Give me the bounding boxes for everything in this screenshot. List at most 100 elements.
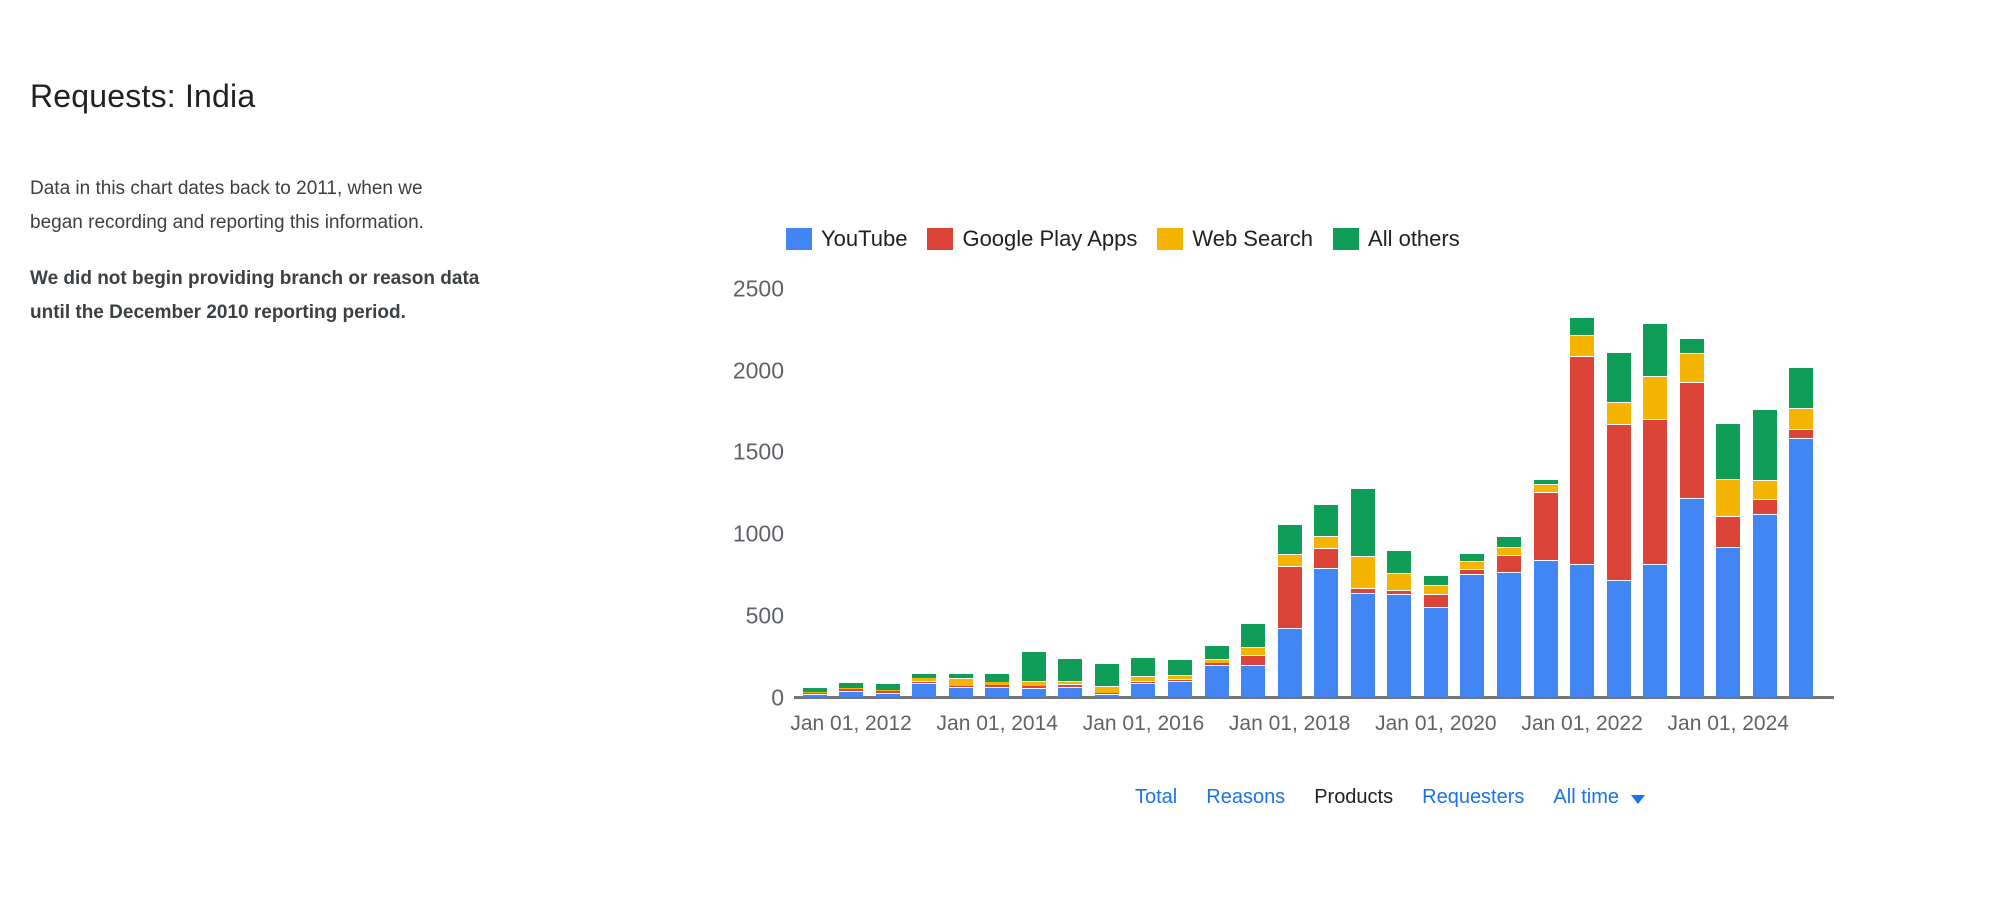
tab-reasons[interactable]: Reasons bbox=[1206, 786, 1286, 808]
bar-segment-web-search[interactable] bbox=[1460, 561, 1485, 569]
bar-segment-web-search[interactable] bbox=[1716, 478, 1741, 516]
tab-requesters[interactable]: Requesters bbox=[1422, 786, 1525, 808]
stacked-bar[interactable] bbox=[912, 673, 937, 698]
stacked-bar[interactable] bbox=[1277, 523, 1302, 698]
bar-segment-web-search[interactable] bbox=[1094, 686, 1119, 693]
bar-segment-all-others[interactable] bbox=[1094, 663, 1119, 687]
bar-segment-youtube[interactable] bbox=[1643, 563, 1668, 698]
bar-segment-youtube[interactable] bbox=[1387, 593, 1412, 698]
bar-segment-google-play-apps[interactable] bbox=[1168, 678, 1192, 682]
bar-segment-web-search[interactable] bbox=[948, 678, 973, 687]
bar-segment-youtube[interactable] bbox=[1496, 572, 1521, 698]
bar-segment-web-search[interactable] bbox=[1277, 554, 1302, 566]
bar-segment-all-others[interactable] bbox=[1204, 644, 1229, 659]
bar-segment-web-search[interactable] bbox=[1423, 585, 1448, 595]
stacked-bar[interactable] bbox=[1716, 423, 1741, 698]
bar-segment-google-play-apps[interactable] bbox=[1021, 686, 1046, 689]
bar-segment-youtube[interactable] bbox=[1533, 560, 1558, 698]
stacked-bar[interactable] bbox=[1606, 351, 1631, 698]
stacked-bar[interactable] bbox=[1387, 549, 1412, 698]
tab-total[interactable]: Total bbox=[1135, 786, 1178, 808]
bar-segment-google-play-apps[interactable] bbox=[875, 691, 900, 693]
bar-segment-web-search[interactable] bbox=[1496, 547, 1521, 556]
bar-segment-all-others[interactable] bbox=[1423, 575, 1448, 586]
bar-segment-youtube[interactable] bbox=[1314, 567, 1339, 698]
bar-segment-youtube[interactable] bbox=[875, 692, 900, 698]
stacked-bar[interactable] bbox=[948, 672, 973, 698]
bar-segment-youtube[interactable] bbox=[1058, 687, 1083, 698]
bar-segment-google-play-apps[interactable] bbox=[1789, 429, 1814, 439]
stacked-bar[interactable] bbox=[1423, 575, 1448, 698]
bar-segment-youtube[interactable] bbox=[1570, 563, 1595, 698]
stacked-bar[interactable] bbox=[1350, 487, 1375, 698]
bar-segment-google-play-apps[interactable] bbox=[1094, 692, 1119, 695]
stacked-bar[interactable] bbox=[1314, 503, 1339, 698]
bar-segment-google-play-apps[interactable] bbox=[1241, 654, 1266, 665]
bar-segment-youtube[interactable] bbox=[839, 690, 864, 698]
bar-segment-all-others[interactable] bbox=[1789, 366, 1814, 409]
bar-segment-youtube[interactable] bbox=[1241, 664, 1266, 698]
bar-segment-web-search[interactable] bbox=[1058, 680, 1083, 684]
bar-segment-google-play-apps[interactable] bbox=[1606, 424, 1631, 580]
bar-segment-web-search[interactable] bbox=[875, 689, 900, 692]
bar-segment-web-search[interactable] bbox=[1314, 535, 1339, 548]
bar-segment-all-others[interactable] bbox=[1679, 337, 1704, 353]
bar-segment-youtube[interactable] bbox=[1460, 573, 1485, 698]
bar-segment-web-search[interactable] bbox=[1533, 484, 1558, 493]
stacked-bar[interactable] bbox=[1168, 658, 1192, 698]
time-range-dropdown[interactable]: All time bbox=[1553, 786, 1645, 809]
bar-segment-google-play-apps[interactable] bbox=[1423, 594, 1448, 607]
bar-segment-youtube[interactable] bbox=[1606, 579, 1631, 698]
bar-segment-web-search[interactable] bbox=[1168, 675, 1192, 679]
bar-segment-google-play-apps[interactable] bbox=[1643, 419, 1668, 564]
bar-segment-google-play-apps[interactable] bbox=[1460, 568, 1485, 574]
stacked-bar[interactable] bbox=[1094, 663, 1119, 698]
bar-segment-youtube[interactable] bbox=[1277, 627, 1302, 698]
bar-segment-web-search[interactable] bbox=[839, 688, 864, 690]
stacked-bar[interactable] bbox=[1789, 366, 1814, 698]
bar-segment-youtube[interactable] bbox=[1131, 683, 1156, 698]
bar-segment-web-search[interactable] bbox=[1643, 376, 1668, 420]
bar-segment-all-others[interactable] bbox=[1752, 409, 1777, 481]
bar-segment-google-play-apps[interactable] bbox=[1350, 587, 1375, 593]
bar-segment-google-play-apps[interactable] bbox=[1277, 565, 1302, 628]
stacked-bar[interactable] bbox=[1241, 623, 1266, 698]
stacked-bar[interactable] bbox=[1752, 409, 1777, 698]
bar-segment-youtube[interactable] bbox=[802, 694, 827, 698]
bar-segment-google-play-apps[interactable] bbox=[912, 680, 937, 684]
stacked-bar[interactable] bbox=[1643, 322, 1668, 698]
bar-segment-all-others[interactable] bbox=[1350, 487, 1375, 557]
bar-segment-all-others[interactable] bbox=[1387, 549, 1412, 573]
bar-segment-web-search[interactable] bbox=[1350, 556, 1375, 588]
bar-segment-all-others[interactable] bbox=[1460, 552, 1485, 562]
tab-products[interactable]: Products bbox=[1314, 786, 1394, 808]
bar-segment-all-others[interactable] bbox=[875, 683, 900, 690]
bar-segment-all-others[interactable] bbox=[1716, 423, 1741, 479]
bar-segment-youtube[interactable] bbox=[1423, 606, 1448, 698]
bar-segment-google-play-apps[interactable] bbox=[839, 689, 864, 691]
bar-segment-youtube[interactable] bbox=[1789, 438, 1814, 698]
stacked-bar[interactable] bbox=[875, 683, 900, 698]
bar-segment-youtube[interactable] bbox=[1094, 694, 1119, 698]
stacked-bar[interactable] bbox=[802, 686, 827, 698]
bar-segment-all-others[interactable] bbox=[1496, 535, 1521, 548]
bar-segment-web-search[interactable] bbox=[912, 678, 937, 681]
stacked-bar[interactable] bbox=[1058, 657, 1083, 698]
bar-segment-all-others[interactable] bbox=[1606, 351, 1631, 402]
stacked-bar[interactable] bbox=[839, 681, 864, 698]
bar-segment-google-play-apps[interactable] bbox=[1679, 381, 1704, 498]
bar-segment-google-play-apps[interactable] bbox=[1058, 683, 1083, 688]
bar-segment-google-play-apps[interactable] bbox=[1314, 548, 1339, 568]
stacked-bar[interactable] bbox=[1460, 552, 1485, 698]
stacked-bar[interactable] bbox=[1496, 535, 1521, 698]
bar-segment-web-search[interactable] bbox=[1021, 681, 1046, 687]
bar-segment-web-search[interactable] bbox=[985, 682, 1010, 685]
bar-segment-youtube[interactable] bbox=[912, 683, 937, 698]
bar-segment-youtube[interactable] bbox=[985, 687, 1010, 698]
stacked-bar[interactable] bbox=[985, 672, 1010, 698]
bar-segment-youtube[interactable] bbox=[1679, 497, 1704, 698]
bar-segment-google-play-apps[interactable] bbox=[1131, 680, 1156, 684]
bar-segment-all-others[interactable] bbox=[1021, 651, 1046, 682]
bar-segment-all-others[interactable] bbox=[1314, 503, 1339, 536]
bar-segment-all-others[interactable] bbox=[1533, 479, 1558, 485]
